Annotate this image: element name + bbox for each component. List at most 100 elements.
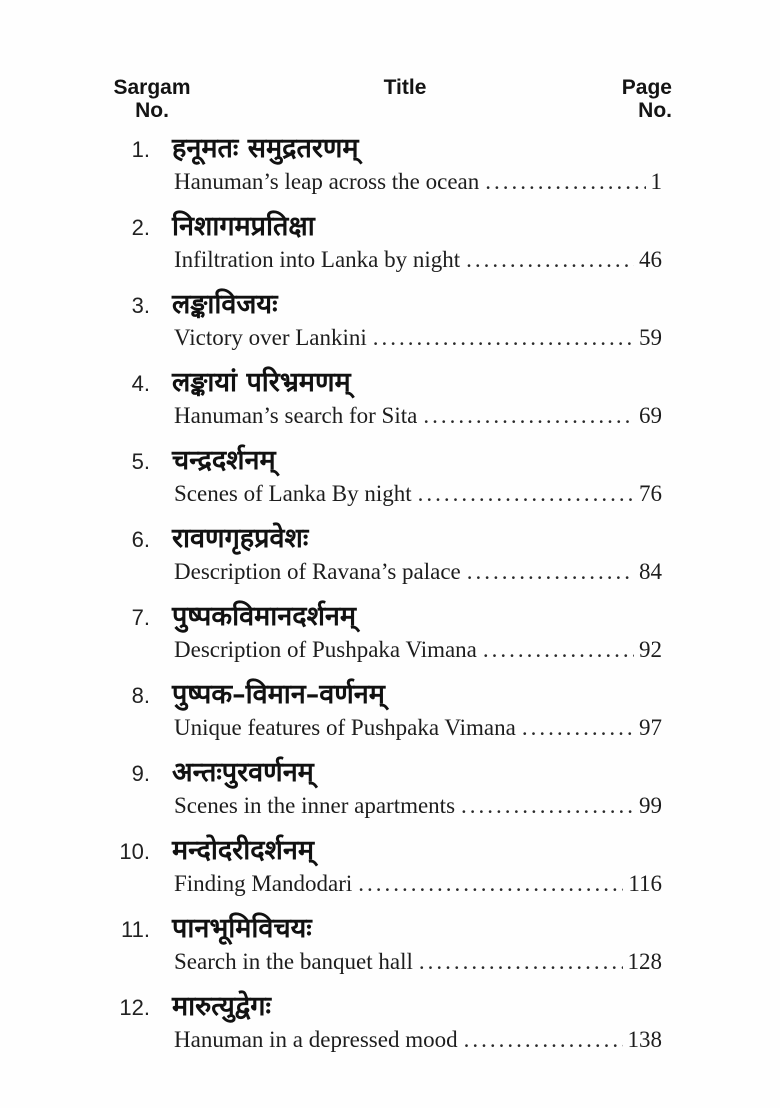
toc-entry-english-line: Scenes of Lanka By night ...............… xyxy=(174,481,662,507)
toc-entry-number: 7. xyxy=(131,605,150,630)
toc-entry: 6. रावणगृहप्रवेशः Description of Ravana’… xyxy=(100,520,662,585)
toc-entry-english-title: Scenes in the inner apartments xyxy=(174,793,456,818)
toc-entry-page-number: 84 xyxy=(639,559,662,584)
toc-entry-sanskrit-title: पानभूमिविचयः xyxy=(172,913,312,944)
toc-entry-sanskrit-line: 11. पानभूमिविचयः xyxy=(100,910,662,948)
toc-entry-english-line: Hanuman in a depressed mood ............… xyxy=(174,1027,662,1053)
dot-leader: ........................................… xyxy=(466,559,634,584)
toc-entry-number: 11. xyxy=(121,917,150,942)
toc-entry: 10. मन्दोदरीदर्शनम् Finding Mandodari ..… xyxy=(100,832,662,897)
toc-entry-english-title: Unique features of Pushpaka Vimana xyxy=(174,715,516,740)
toc-entry-sanskrit-line: 6. रावणगृहप्रवेशः xyxy=(100,520,662,558)
toc-entry-sanskrit-line: 8. पुष्पक–विमान–वर्णनम् xyxy=(100,676,662,714)
toc-entry-english-title: Search in the banquet hall xyxy=(174,949,413,974)
toc-entry-sanskrit-title: लङ्काविजयः xyxy=(172,289,278,320)
column-header-page-no: Page No. xyxy=(592,76,672,122)
toc-entry: 11. पानभूमिविचयः Search in the banquet h… xyxy=(100,910,662,975)
toc-entry-sanskrit-title: पुष्पकविमानदर्शनम् xyxy=(172,601,357,632)
toc-entry-page-number: 1 xyxy=(650,169,663,194)
toc-entry-english-line: Finding Mandodari ......................… xyxy=(174,871,662,897)
toc-entry-english-line: Description of Pushpaka Vimana .........… xyxy=(174,637,662,663)
column-header-title: Title xyxy=(383,76,427,99)
toc-entry-number: 1. xyxy=(131,137,150,162)
toc-entry-english-line: Victory over Lankini ...................… xyxy=(174,325,662,351)
toc-entry-sanskrit-title: हनूमतः समुद्रतरणम् xyxy=(172,133,359,164)
toc-entry-number: 10. xyxy=(119,839,150,864)
toc-entry-english-line: Infiltration into Lanka by night .......… xyxy=(174,247,662,273)
toc-entry-sanskrit-line: 5. चन्द्रदर्शनम् xyxy=(100,442,662,480)
toc-entry-english-title: Victory over Lankini xyxy=(174,325,367,350)
toc-entry-sanskrit-title: रावणगृहप्रवेशः xyxy=(172,523,309,554)
dot-leader: ........................................… xyxy=(466,247,634,272)
toc-entry-page-number: 128 xyxy=(627,949,663,974)
toc-entry-page-number: 76 xyxy=(639,481,662,506)
dot-leader: ........................................… xyxy=(372,325,634,350)
toc-entry-english-line: Search in the banquet hall .............… xyxy=(174,949,662,975)
toc-entry-sanskrit-title: मारुत्युद्वेगः xyxy=(172,991,271,1022)
toc-entry-english-title: Hanuman in a depressed mood xyxy=(174,1027,458,1052)
column-header-sargam-line2: No. xyxy=(135,99,169,122)
toc-entry-sanskrit-line: 4. लङ्कायां परिभ्रमणम् xyxy=(100,364,662,402)
toc-entry: 5. चन्द्रदर्शनम् Scenes of Lanka By nigh… xyxy=(100,442,662,507)
toc-entry-sanskrit-title: मन्दोदरीदर्शनम् xyxy=(172,835,315,866)
toc-entry-english-title: Hanuman’s search for Sita xyxy=(174,403,418,428)
toc-entry-number: 2. xyxy=(131,215,150,240)
toc-entry-page-number: 116 xyxy=(628,871,662,896)
column-header-sargam-line1: Sargam xyxy=(113,76,191,99)
toc-entry-number: 12. xyxy=(119,995,150,1020)
toc-entry-english-title: Description of Pushpaka Vimana xyxy=(174,637,477,662)
toc-entry-sanskrit-title: निशागमप्रतिक्षा xyxy=(172,211,315,242)
toc-entry-sanskrit-line: 7. पुष्पकविमानदर्शनम् xyxy=(100,598,662,636)
toc-entry-number: 3. xyxy=(131,293,150,318)
toc-entry-number: 9. xyxy=(131,761,150,786)
toc-list: 1. हनूमतः समुद्रतरणम् Hanuman’s leap acr… xyxy=(100,130,662,1066)
toc-entry-sanskrit-title: अन्तःपुरवर्णनम् xyxy=(172,757,314,788)
toc-entry-sanskrit-line: 1. हनूमतः समुद्रतरणम् xyxy=(100,130,662,168)
toc-entry: 4. लङ्कायां परिभ्रमणम् Hanuman’s search … xyxy=(100,364,662,429)
toc-entry-english-title: Finding Mandodari xyxy=(174,871,353,896)
toc-entry: 2. निशागमप्रतिक्षा Infiltration into Lan… xyxy=(100,208,662,273)
toc-entry-english-title: Hanuman’s leap across the ocean xyxy=(174,169,480,194)
toc-entry-sanskrit-title: लङ्कायां परिभ्रमणम् xyxy=(172,367,351,398)
toc-entry-sanskrit-title: चन्द्रदर्शनम् xyxy=(172,445,276,476)
toc-entry-sanskrit-title: पुष्पक–विमान–वर्णनम् xyxy=(172,679,385,710)
toc-entry: 3. लङ्काविजयः Victory over Lankini .....… xyxy=(100,286,662,351)
toc-entry-english-line: Hanuman’s leap across the ocean ........… xyxy=(174,169,662,195)
toc-entry-number: 8. xyxy=(131,683,150,708)
dot-leader: ........................................… xyxy=(521,715,634,740)
toc-entry-sanskrit-line: 12. मारुत्युद्वेगः xyxy=(100,988,662,1026)
dot-leader: ........................................… xyxy=(461,793,634,818)
toc-entry-sanskrit-line: 2. निशागमप्रतिक्षा xyxy=(100,208,662,246)
toc-entry-sanskrit-line: 3. लङ्काविजयः xyxy=(100,286,662,324)
toc-entry-sanskrit-line: 9. अन्तःपुरवर्णनम् xyxy=(100,754,662,792)
toc-entry: 8. पुष्पक–विमान–वर्णनम् Unique features … xyxy=(100,676,662,741)
toc-entry-english-title: Scenes of Lanka By night xyxy=(174,481,412,506)
toc-entry-number: 5. xyxy=(131,449,150,474)
toc-entry-english-line: Unique features of Pushpaka Vimana .....… xyxy=(174,715,662,741)
dot-leader: ........................................… xyxy=(418,949,623,974)
toc-entry-page-number: 99 xyxy=(639,793,662,818)
toc-entry-page-number: 97 xyxy=(639,715,662,740)
toc-entry: 1. हनूमतः समुद्रतरणम् Hanuman’s leap acr… xyxy=(100,130,662,195)
toc-entry-number: 4. xyxy=(131,371,150,396)
dot-leader: ........................................… xyxy=(463,1027,623,1052)
toc-entry-english-title: Description of Ravana’s palace xyxy=(174,559,461,584)
toc-entry: 12. मारुत्युद्वेगः Hanuman in a depresse… xyxy=(100,988,662,1053)
dot-leader: ........................................… xyxy=(482,637,634,662)
toc-entry-page-number: 69 xyxy=(639,403,662,428)
toc-entry-english-title: Infiltration into Lanka by night xyxy=(174,247,461,272)
toc-entry-sanskrit-line: 10. मन्दोदरीदर्शनम् xyxy=(100,832,662,870)
dot-leader: ........................................… xyxy=(485,169,645,194)
toc-entry-number: 6. xyxy=(131,527,150,552)
toc-entry-english-line: Hanuman’s search for Sita ..............… xyxy=(174,403,662,429)
dot-leader: ........................................… xyxy=(417,481,634,506)
toc-entry-english-line: Description of Ravana’s palace .........… xyxy=(174,559,662,585)
toc-entry-page-number: 92 xyxy=(639,637,662,662)
column-header-sargam-no: Sargam No. xyxy=(110,76,194,122)
toc-entry: 7. पुष्पकविमानदर्शनम् Description of Pus… xyxy=(100,598,662,663)
toc-entry-english-line: Scenes in the inner apartments .........… xyxy=(174,793,662,819)
dot-leader: ........................................… xyxy=(358,871,623,896)
toc-entry-page-number: 138 xyxy=(627,1027,663,1052)
toc-entry-page-number: 46 xyxy=(639,247,662,272)
